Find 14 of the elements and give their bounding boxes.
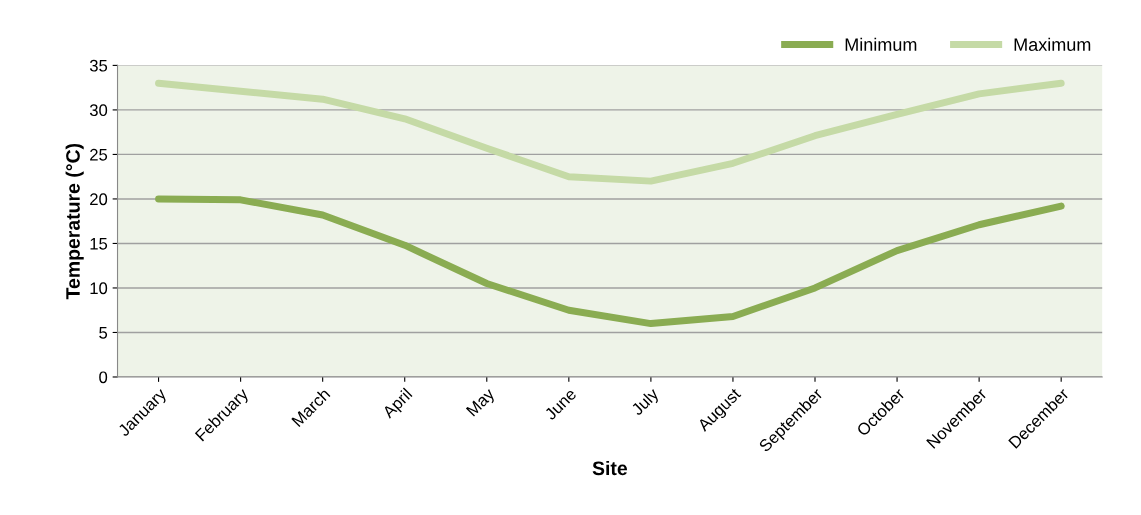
y-tick-label: 15: [90, 238, 108, 250]
y-tick-label: 35: [89, 59, 108, 72]
y-tick-label: 0: [99, 371, 108, 384]
x-tick-label: July: [630, 386, 662, 419]
y-tick-label: 25: [90, 148, 108, 161]
legend-label: Maximum: [1014, 37, 1091, 51]
y-axis-title: Temperature (°C): [65, 143, 84, 300]
legend-label: Minimum: [845, 37, 917, 51]
y-tick-label: 20: [90, 193, 108, 206]
x-axis-title: Site: [592, 460, 628, 476]
x-tick-label: May: [465, 387, 498, 419]
y-tick-label: 5: [99, 327, 108, 339]
y-tick-label: 30: [89, 104, 108, 117]
y-tick-label: 10: [90, 282, 108, 295]
